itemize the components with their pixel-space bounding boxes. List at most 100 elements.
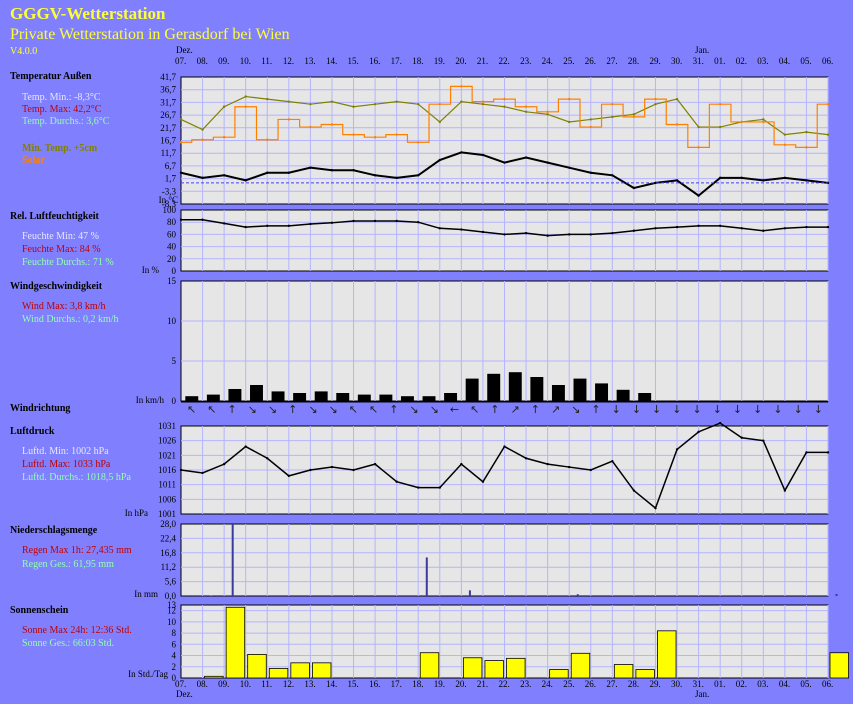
- rain-bar: [210, 595, 213, 596]
- sun-bar: [635, 669, 655, 679]
- pressure-max: Luftd. Max: 1033 hPa: [22, 459, 111, 470]
- temp-series-line: [181, 85, 828, 148]
- day-label: 23.: [520, 56, 532, 66]
- day-label: 31.: [692, 56, 704, 66]
- day-label: 24.: [541, 56, 553, 66]
- winddir-heading: Windrichtung: [10, 403, 71, 414]
- humidity-tick-label: 20: [167, 254, 177, 264]
- temp-min: Temp. Min.: -8,3°C: [22, 92, 101, 103]
- rain-tick-label: 11,2: [161, 562, 176, 572]
- day-label: 08.: [196, 679, 208, 689]
- day-label: 27.: [606, 56, 618, 66]
- temp-tick-label: 31,7: [160, 97, 176, 107]
- rain-tick-label: 0,0: [165, 591, 177, 601]
- temp-tick-label: 16,7: [160, 136, 176, 146]
- rain-bar: [231, 524, 234, 596]
- winddir-arrow: ↘: [409, 403, 419, 416]
- winddir-arrow: ↓: [712, 403, 722, 416]
- temp-tick-label: 26,7: [160, 110, 176, 120]
- pressure-tick-label: 1001: [158, 509, 176, 519]
- pressure-tick-label: 1006: [158, 494, 177, 504]
- sun-bar: [290, 662, 310, 679]
- rain-tick-label: 22,4: [160, 533, 176, 543]
- winddir-arrow: ↑: [530, 403, 540, 416]
- humidity-tick-label: 0: [172, 266, 177, 276]
- humidity-heading: Rel. Luftfeuchtigkeit: [10, 211, 99, 222]
- day-label: 23.: [520, 679, 532, 689]
- sun-bar: [247, 654, 267, 679]
- day-label: 09.: [218, 679, 230, 689]
- winddir-arrow: ↓: [732, 403, 743, 416]
- winddir-arrow: ↑: [490, 403, 500, 416]
- sun-bar: [462, 657, 483, 679]
- humidity-unit: In %: [141, 265, 159, 275]
- wind-bar: [357, 394, 371, 401]
- pressure-unit: In hPa: [124, 508, 148, 518]
- wind-bar: [206, 394, 220, 401]
- day-label: 10.: [239, 679, 251, 689]
- day-label: 19.: [433, 56, 446, 66]
- wind-bar: [185, 396, 199, 401]
- wind-bar: [595, 383, 609, 401]
- day-label: 29.: [649, 56, 661, 66]
- rain-bar: [425, 557, 428, 596]
- day-label: 26.: [584, 679, 597, 689]
- day-label: 11.: [261, 679, 273, 689]
- wind-bar: [250, 385, 263, 401]
- wind-bar: [638, 393, 652, 401]
- winddir-arrow: ↘: [429, 403, 439, 416]
- sun-bar: [225, 606, 246, 679]
- pressure-tick-label: 1031: [158, 421, 176, 431]
- day-label: 13.: [304, 56, 316, 66]
- bottom-month-left: Dez.: [176, 689, 193, 699]
- day-label: 08.: [196, 56, 208, 66]
- day-label: 12.: [282, 679, 295, 689]
- wind-bar: [228, 389, 242, 401]
- wind-bar: [573, 378, 587, 401]
- day-label: 14.: [325, 679, 338, 689]
- version-label: V4.0.0: [10, 46, 38, 57]
- temp-tick-label: -8,3: [162, 199, 177, 209]
- sun-bar: [829, 652, 849, 679]
- day-label: 05.: [800, 56, 812, 66]
- day-label: 30.: [671, 56, 683, 66]
- day-label: 30.: [671, 679, 683, 689]
- pressure-heading: Luftdruck: [10, 426, 55, 437]
- day-label: 16.: [369, 679, 381, 689]
- wind-bar: [271, 391, 285, 401]
- humidity-avg: Feuchte Durchs.: 71 %: [22, 257, 114, 268]
- sun-tick-label: 0: [172, 673, 177, 683]
- day-label: 28.: [627, 679, 640, 689]
- day-label: 11.: [261, 56, 273, 66]
- temp-unit: In °C: [158, 195, 178, 205]
- pressure-tick-label: 1026: [158, 436, 177, 446]
- rain-bar: [468, 590, 471, 596]
- day-label: 04.: [778, 679, 791, 689]
- day-label: 09.: [218, 56, 230, 66]
- day-label: 14.: [325, 56, 338, 66]
- winddir-arrow: ↑: [288, 403, 298, 416]
- sun-bar: [311, 662, 332, 679]
- wind-heading: Windgeschwindigkeit: [10, 281, 103, 292]
- winddir-arrow: ↖: [187, 403, 197, 416]
- wind-tick-label: 5: [172, 356, 177, 366]
- winddir-arrow: ↘: [308, 403, 318, 416]
- pressure-tick-label: 1016: [158, 465, 177, 475]
- winddir-arrow: ↗: [510, 403, 520, 416]
- temp-series-line: [180, 95, 829, 136]
- rain-bar: [576, 594, 579, 596]
- temp-tick-label: 36,7: [160, 85, 176, 95]
- wind-tick-label: 0: [172, 396, 177, 406]
- wind-tick-label: 10: [167, 316, 177, 326]
- rain-heading: Niederschlagsmenge: [10, 525, 98, 536]
- winddir-arrow: ↘: [571, 403, 581, 416]
- day-label: 05.: [800, 679, 812, 689]
- rain-max: Regen Max 1h: 27,435 mm: [22, 545, 132, 556]
- sun-bar: [506, 657, 526, 679]
- winddir-arrow: ↖: [470, 403, 480, 416]
- sun-tick-label: 6: [172, 639, 177, 649]
- rain-unit: In mm: [134, 589, 158, 599]
- humidity-line: [181, 219, 828, 237]
- day-label: 24.: [541, 679, 553, 689]
- winddir-arrow: ↓: [753, 403, 763, 416]
